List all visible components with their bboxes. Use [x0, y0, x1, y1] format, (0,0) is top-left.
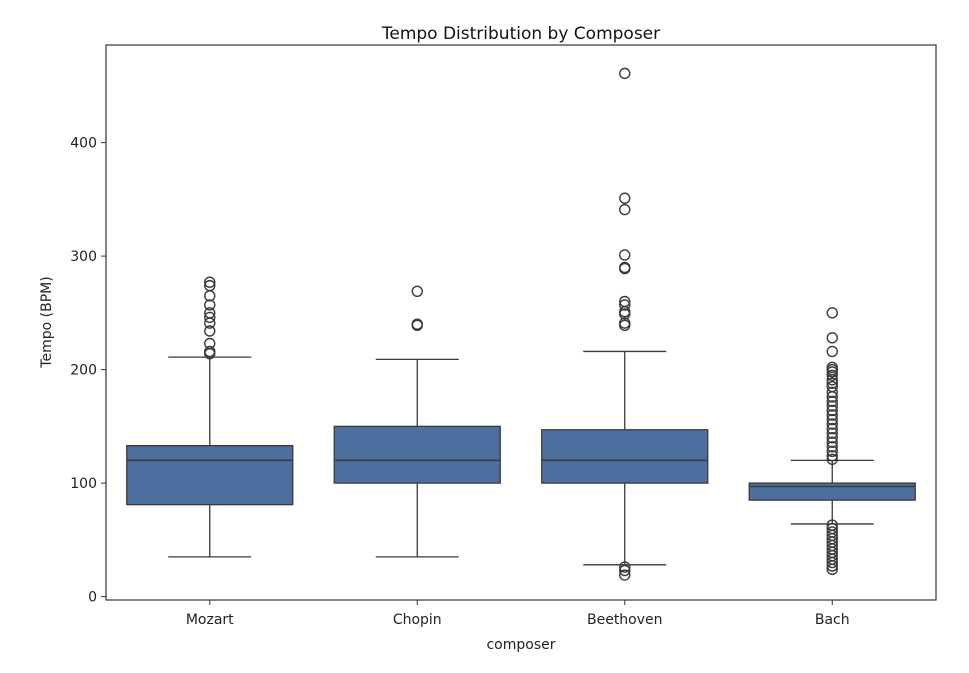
- outlier-point: [204, 290, 216, 302]
- outlier-point: [826, 400, 838, 412]
- outlier-point: [411, 319, 423, 332]
- outlier-point: [619, 249, 631, 261]
- outlier-point: [619, 561, 631, 573]
- x-tick-label: Beethoven: [587, 612, 663, 628]
- outlier-point: [826, 560, 838, 572]
- outlier-point: [826, 563, 838, 576]
- outlier-point: [826, 436, 838, 448]
- outlier-point: [619, 203, 631, 216]
- box-bach: [748, 307, 916, 576]
- x-tick-label: Bach: [815, 612, 850, 628]
- y-tick-label: 0: [88, 590, 97, 606]
- iqr-box: [126, 444, 294, 506]
- outlier-point: [826, 445, 838, 458]
- outlier-point: [826, 418, 838, 430]
- outlier-point: [826, 413, 838, 426]
- outlier-point: [619, 319, 631, 332]
- outlier-point: [826, 377, 838, 389]
- outlier-point: [826, 404, 838, 417]
- iqr-box: [541, 429, 709, 484]
- outlier-point: [411, 285, 423, 297]
- outlier-point: [619, 569, 631, 581]
- box-beethoven: [541, 67, 709, 581]
- iqr-box: [748, 482, 916, 501]
- x-tick-label: Mozart: [186, 612, 234, 628]
- outlier-point: [826, 332, 838, 344]
- outlier-point: [826, 450, 838, 462]
- x-axis-label: composer: [486, 637, 555, 653]
- outlier-point: [619, 306, 631, 318]
- outlier-point: [204, 325, 216, 337]
- outlier-point: [826, 441, 838, 453]
- outlier-point: [204, 299, 216, 311]
- outlier-point: [619, 262, 631, 275]
- outlier-point: [204, 311, 216, 324]
- outlier-point: [826, 345, 838, 358]
- outlier-point: [826, 409, 838, 421]
- outlier-point: [826, 369, 838, 381]
- plot-area: [126, 67, 916, 581]
- outlier-point: [826, 427, 838, 439]
- outlier-point: [826, 556, 838, 569]
- outlier-point: [826, 395, 838, 408]
- x-tick-label: Chopin: [393, 612, 442, 628]
- outlier-point: [619, 67, 631, 80]
- outlier-point: [826, 422, 838, 435]
- y-axis: 0 100 200 300 400: [70, 136, 106, 606]
- outlier-point: [204, 276, 216, 288]
- outlier-point: [204, 317, 216, 329]
- outlier-point: [826, 386, 838, 399]
- axes-frame: [105, 44, 937, 601]
- y-axis-label: Tempo (BPM): [39, 276, 55, 368]
- box-mozart: [126, 276, 294, 558]
- iqr-box: [333, 425, 501, 484]
- box-chopin: [333, 285, 501, 558]
- x-axis: Mozart Chopin Beethoven Bach: [186, 600, 850, 628]
- y-tick-label: 300: [70, 249, 97, 265]
- outlier-point: [619, 564, 631, 577]
- outlier-point: [619, 308, 631, 320]
- outlier-point: [826, 453, 838, 465]
- outlier-point: [826, 374, 838, 386]
- y-tick-label: 100: [70, 476, 97, 492]
- outlier-point: [826, 366, 838, 378]
- outlier-point: [619, 299, 631, 311]
- y-tick-label: 400: [70, 136, 97, 152]
- outlier-point: [826, 307, 838, 319]
- outlier-point: [826, 391, 838, 403]
- y-tick-label: 200: [70, 363, 97, 379]
- outlier-point: [619, 192, 631, 204]
- outlier-point: [826, 431, 838, 444]
- chart-title: Tempo Distribution by Composer: [381, 24, 660, 44]
- outlier-point: [204, 348, 216, 360]
